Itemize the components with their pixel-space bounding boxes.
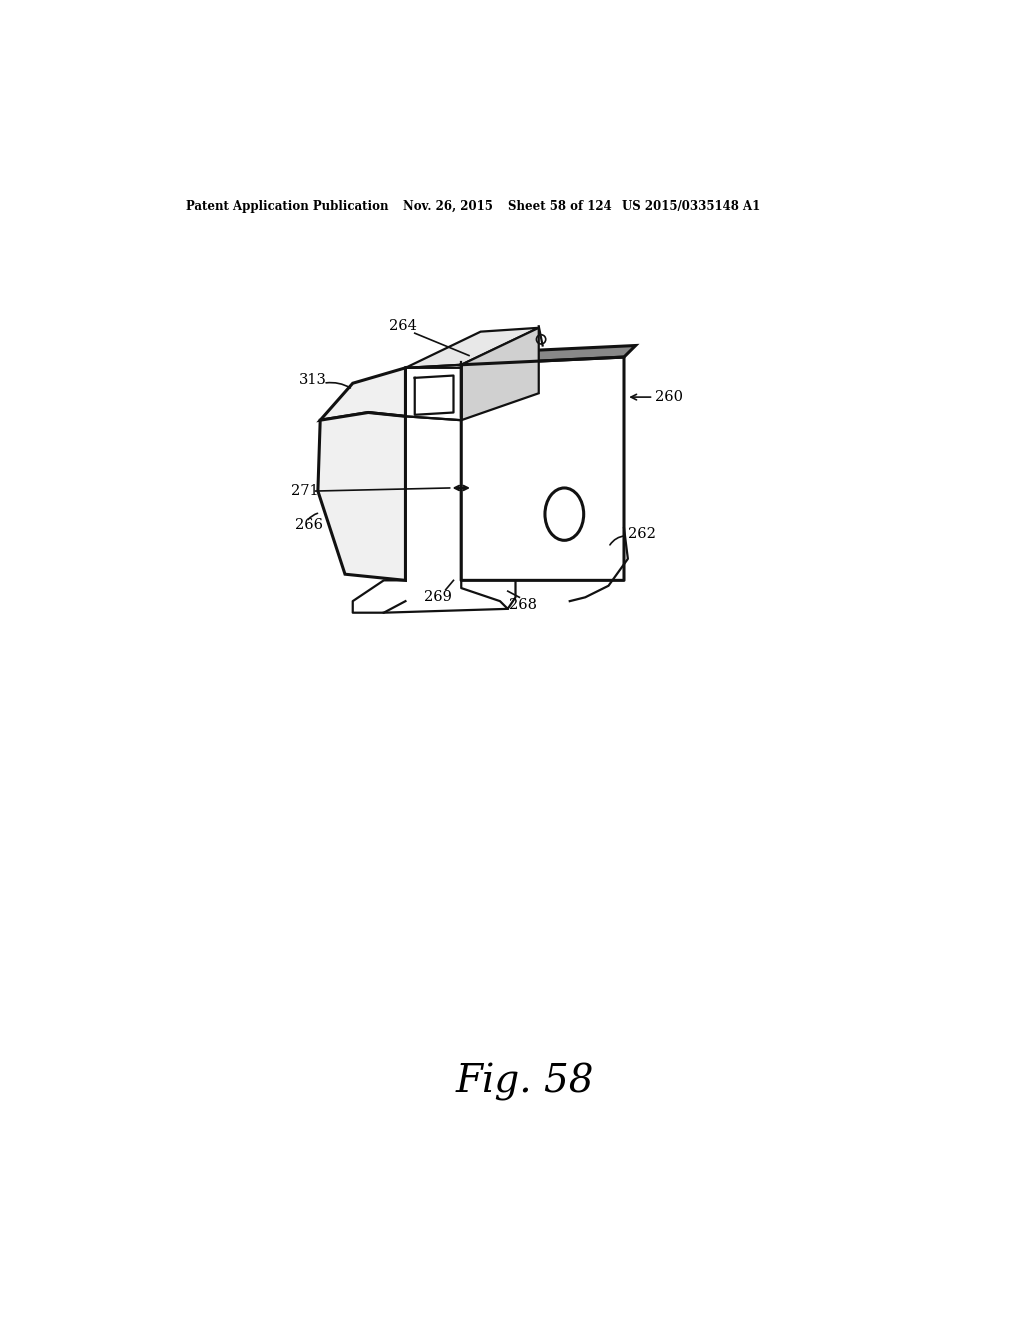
Text: 260: 260 [655,391,683,404]
Polygon shape [461,327,539,420]
Polygon shape [317,412,406,581]
Text: 266: 266 [295,517,323,532]
Text: 269: 269 [424,590,452,605]
Text: 264: 264 [389,319,417,333]
Text: 268: 268 [509,598,538,612]
Text: 262: 262 [628,527,655,541]
Text: Patent Application Publication: Patent Application Publication [186,199,389,213]
Text: Nov. 26, 2015: Nov. 26, 2015 [403,199,493,213]
Ellipse shape [545,488,584,540]
Text: Fig. 58: Fig. 58 [456,1064,594,1101]
Polygon shape [461,346,636,364]
Text: Sheet 58 of 124: Sheet 58 of 124 [508,199,611,213]
Text: US 2015/0335148 A1: US 2015/0335148 A1 [622,199,760,213]
Polygon shape [321,368,406,420]
Text: 313: 313 [299,374,327,387]
Text: 271: 271 [291,484,318,498]
Polygon shape [406,327,539,368]
